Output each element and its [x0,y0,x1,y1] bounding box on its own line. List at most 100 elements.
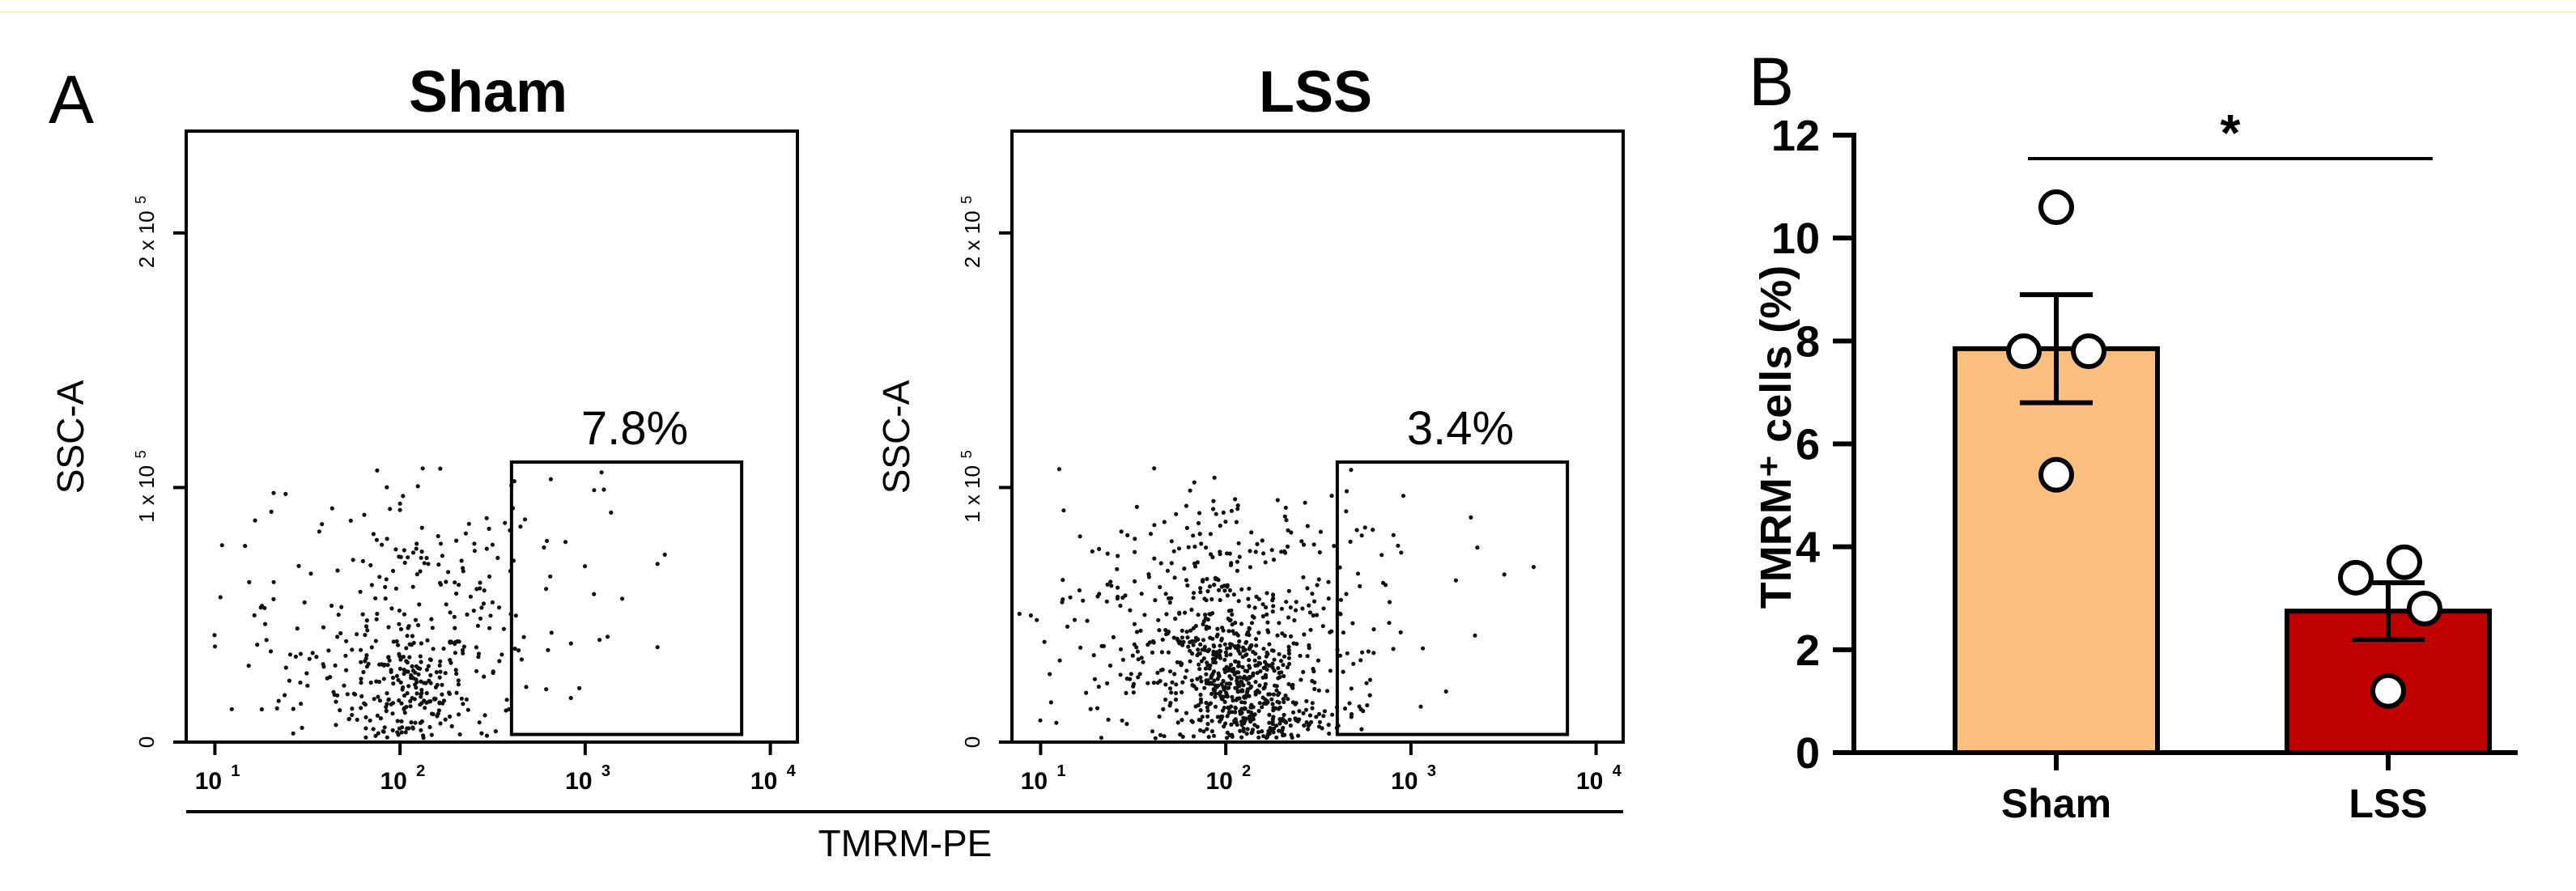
event-dot [381,729,386,734]
event-dot [1284,600,1289,605]
event-dot [1274,688,1279,693]
event-dot [1133,549,1137,554]
flow-panel-sham: Sham 7.8% 10 1 10 2 10 3 10 4 0 1 x 10 5 2 x 10 5 SS… [49,60,799,795]
x-tick-exponent: 2 [1242,762,1251,780]
event-dot [1290,710,1296,715]
event-dot [419,549,424,554]
event-dot [1088,706,1093,711]
event-dot [1371,651,1376,656]
event-dot [1277,621,1282,626]
event-dot [1229,561,1234,566]
event-dot [1035,617,1039,622]
event-dot [350,647,355,652]
event-dot [1223,721,1228,726]
y-tick-label: 1 x 10 [134,465,159,523]
event-dot [456,682,461,687]
event-dot [1281,663,1286,668]
event-dot [563,540,568,545]
event-dot [1042,639,1047,644]
event-dot [1068,595,1073,600]
event-dot [438,466,443,471]
event-dot [448,657,453,663]
event-dot [1303,707,1308,712]
event-dot [1210,656,1215,662]
event-dot [1198,708,1203,713]
event-dot [1276,706,1281,711]
event-dot [1174,682,1179,687]
event-dot [1105,582,1110,588]
event-dot [1111,634,1116,640]
event-dot [414,546,419,551]
data-point [2038,456,2074,493]
event-dot [1056,467,1061,472]
event-dot [1257,701,1262,706]
bar-y-tick-label: 12 [1771,112,1820,160]
x-tick-exponent: 1 [231,762,240,780]
event-dot [1304,698,1309,704]
event-dot [359,660,363,664]
event-dot [376,731,380,736]
event-dot [504,698,509,702]
event-dot [362,512,367,517]
event-dot [1344,489,1350,494]
event-dot [1263,681,1268,686]
event-dot [1236,660,1241,665]
event-dot [419,641,424,646]
event-dot [435,714,440,719]
event-dot [1387,600,1392,605]
event-dot [1166,650,1171,655]
event-dot [400,725,405,730]
event-dot [1175,660,1180,664]
event-dot [1180,718,1184,723]
event-dot [437,701,442,706]
event-dot [1383,583,1388,588]
event-dot [1048,700,1053,705]
event-dot [1184,668,1189,673]
event-dot [283,665,288,670]
event-dot [1269,697,1274,702]
event-dot [363,656,368,661]
event-dot [1081,598,1086,603]
event-dot [420,466,425,471]
event-dot [524,685,529,689]
event-dot [1341,669,1345,674]
event-dot [1167,686,1173,691]
event-dot [374,537,379,542]
event-dot [1101,643,1106,649]
event-dot [1108,579,1113,584]
event-dot [410,664,414,669]
event-dot [455,639,460,644]
event-dot [454,690,459,695]
event-dot [1267,712,1272,718]
event-dot [411,640,416,646]
event-dot [339,605,344,609]
event-dot [1228,652,1233,657]
event-dot [620,596,625,601]
event-dot [1247,658,1252,663]
event-dot [1215,651,1220,657]
event-dot [447,690,452,695]
event-dot [1217,673,1222,678]
event-dot [1124,721,1129,727]
event-dot [1150,650,1155,655]
event-dot [410,634,414,639]
event-dot [395,719,400,723]
event-dot [334,723,338,728]
event-dot [482,588,487,593]
event-dot [424,668,430,672]
event-dot [383,596,388,601]
event-dot [1197,667,1202,672]
event-dot [1322,709,1327,714]
event-dot [1134,645,1139,650]
event-dot [1226,711,1231,715]
event-dot [1236,664,1241,668]
event-dot [368,562,373,568]
event-dot [1204,678,1209,683]
event-dot [1153,736,1158,740]
event-dot [513,613,518,618]
event-dot [1061,508,1066,513]
event-dot [1293,608,1299,613]
event-dot [1180,734,1185,740]
data-point [2387,544,2422,580]
event-dot [325,676,329,681]
